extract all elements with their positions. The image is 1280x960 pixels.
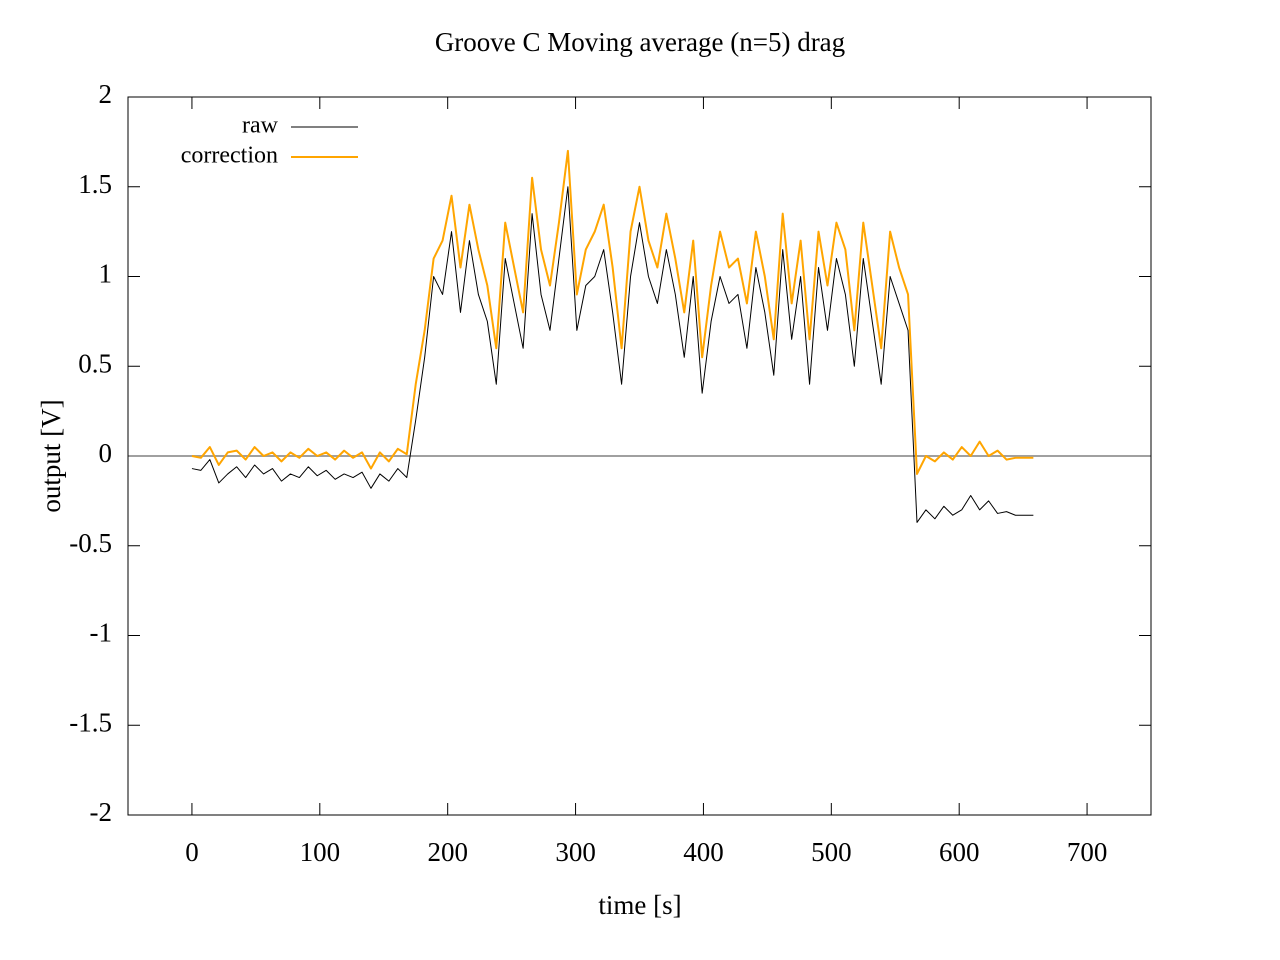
legend-label: raw xyxy=(242,113,279,139)
plot-border xyxy=(127,96,1152,816)
x-tick-label: 200 xyxy=(427,837,468,867)
x-tick-label: 500 xyxy=(811,837,852,867)
x-tick-label: 700 xyxy=(1067,837,1108,867)
x-tick-label: 100 xyxy=(300,837,341,867)
series-line xyxy=(191,149,1034,475)
y-tick-label: -0.5 xyxy=(69,528,112,558)
y-tick-label: 0 xyxy=(99,438,113,468)
y-axis-label: output [V] xyxy=(36,399,66,512)
x-axis-label: time [s] xyxy=(598,890,681,920)
y-tick-label: -1 xyxy=(90,618,113,648)
y-tick-label: 0.5 xyxy=(78,348,112,378)
chart-title: Groove C Moving average (n=5) drag xyxy=(435,27,845,57)
y-tick-label: -1.5 xyxy=(69,707,112,737)
y-tick-label: 1 xyxy=(99,259,113,289)
x-tick-label: 600 xyxy=(939,837,980,867)
y-tick-label: 2 xyxy=(99,79,113,109)
x-tick-label: 0 xyxy=(185,837,199,867)
y-tick-label: 1.5 xyxy=(78,169,112,199)
legend-label: correction xyxy=(181,143,278,169)
y-tick-label: -2 xyxy=(90,797,113,827)
x-tick-label: 300 xyxy=(555,837,596,867)
x-tick-label: 400 xyxy=(683,837,724,867)
series-line xyxy=(191,186,1034,523)
